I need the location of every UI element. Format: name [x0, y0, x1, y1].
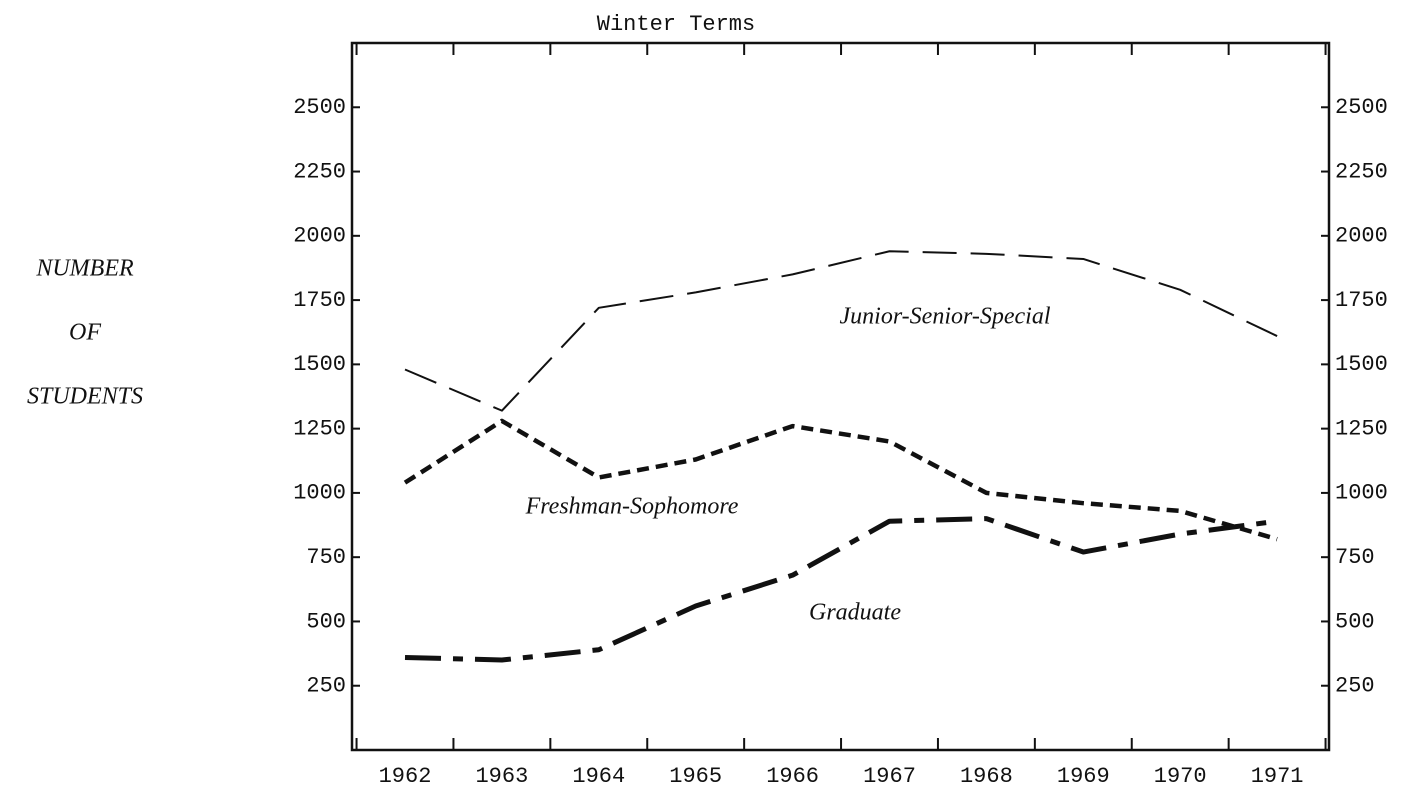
- y-tick-label: 500: [306, 609, 346, 634]
- x-tick-label: 1967: [863, 764, 916, 789]
- x-tick-label: 1963: [475, 764, 528, 789]
- series-line: [404, 516, 1278, 663]
- y-tick-label: 1750: [293, 288, 346, 313]
- series-line: [403, 418, 1278, 542]
- y-axis-label: NUMBER: [35, 256, 134, 282]
- y-axis-label: STUDENTS: [27, 384, 143, 410]
- x-tick-label: 1964: [572, 764, 625, 789]
- y-tick-label: 2000: [293, 224, 346, 249]
- y-tick-label: 1500: [293, 352, 346, 377]
- y2-tick-label: 2000: [1335, 224, 1388, 249]
- y-tick-label: 250: [306, 674, 346, 699]
- y2-tick-label: 1500: [1335, 352, 1388, 377]
- y-tick-label: 2500: [293, 95, 346, 120]
- y-axis-label: OF: [69, 320, 101, 346]
- series-label: Junior-Senior-Special: [840, 304, 1051, 330]
- y-tick-label: 750: [306, 545, 346, 570]
- y-tick-label: 2250: [293, 159, 346, 184]
- y-tick-label: 1000: [293, 481, 346, 506]
- plot-frame: [350, 41, 1331, 752]
- y2-tick-label: 500: [1335, 609, 1375, 634]
- y2-tick-label: 750: [1335, 545, 1375, 570]
- series-line: [404, 250, 1278, 412]
- y-tick-label: 1250: [293, 416, 346, 441]
- x-tick-label: 1966: [766, 764, 819, 789]
- series-label: Freshman-Sophomore: [525, 494, 739, 520]
- series-label: Graduate: [809, 600, 901, 626]
- x-tick-label: 1970: [1154, 764, 1207, 789]
- y2-tick-label: 1250: [1335, 416, 1388, 441]
- x-tick-label: 1969: [1057, 764, 1110, 789]
- x-tick-label: 1962: [379, 764, 432, 789]
- y2-tick-label: 250: [1335, 674, 1375, 699]
- x-tick-label: 1971: [1251, 764, 1304, 789]
- chart-title: Winter Terms: [597, 12, 755, 37]
- y2-tick-label: 2250: [1335, 159, 1388, 184]
- y2-tick-label: 1000: [1335, 481, 1388, 506]
- x-tick-label: 1968: [960, 764, 1013, 789]
- y2-tick-label: 1750: [1335, 288, 1388, 313]
- y2-tick-label: 2500: [1335, 95, 1388, 120]
- x-tick-label: 1965: [669, 764, 722, 789]
